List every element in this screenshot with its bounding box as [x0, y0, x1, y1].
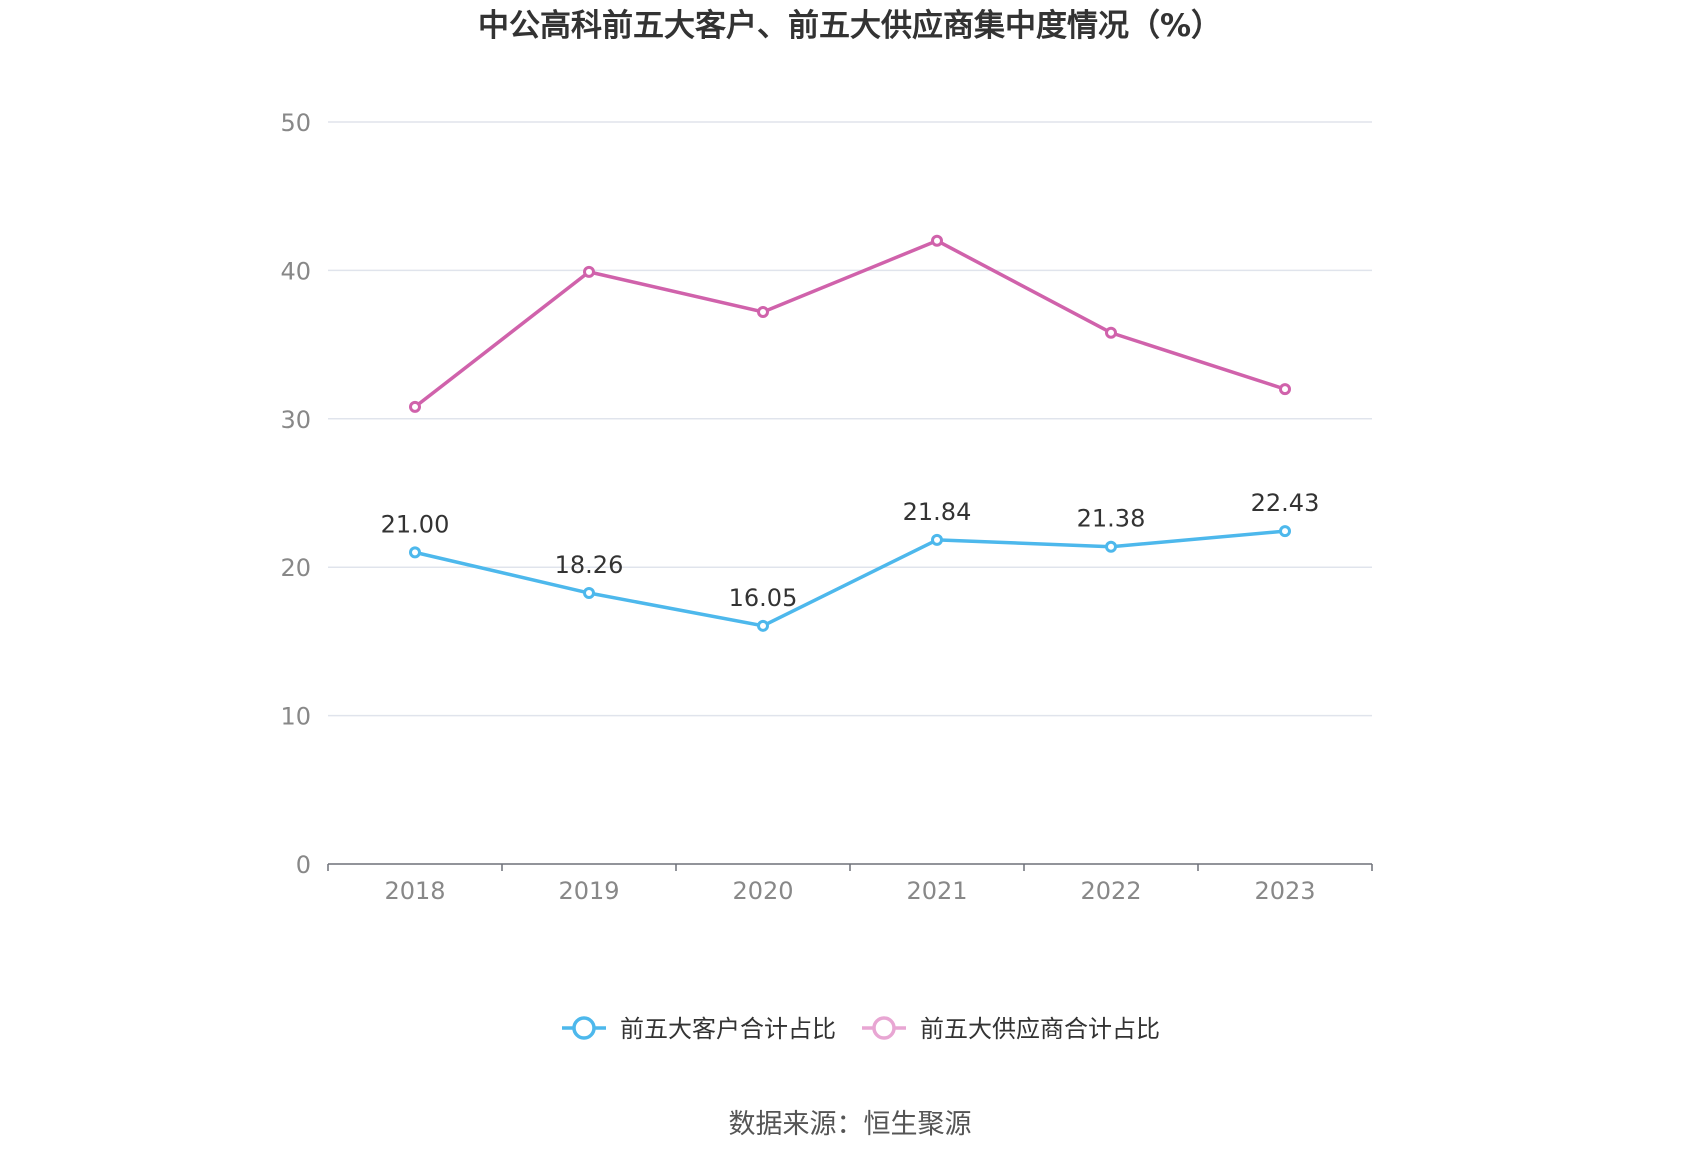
- y-axis: 0 10 20 30 40 50: [280, 109, 311, 879]
- legend-label: 前五大客户合计占比: [620, 1015, 836, 1043]
- y-tick-label: 50: [280, 109, 311, 137]
- data-label: 22.43: [1251, 489, 1320, 517]
- legend: 前五大客户合计占比 前五大供应商合计占比: [562, 1015, 1160, 1043]
- y-tick-label: 40: [280, 257, 311, 285]
- x-tick-label: 2020: [732, 877, 793, 905]
- data-point: [757, 619, 769, 632]
- y-tick-label: 20: [280, 554, 311, 582]
- x-tick-label: 2018: [384, 877, 445, 905]
- x-tick-label: 2021: [906, 877, 967, 905]
- x-axis: 2018 2019 2020 2021 2022 2023: [327, 863, 1373, 905]
- source-note: 数据来源：恒生聚源: [729, 1109, 972, 1140]
- series-line: [413, 238, 1287, 409]
- x-tick-label: 2023: [1254, 877, 1315, 905]
- grid-lines: [328, 121, 1372, 717]
- series-2: [409, 234, 1291, 413]
- data-label: 21.84: [903, 498, 972, 526]
- data-label: 18.26: [555, 551, 624, 579]
- data-point: [931, 533, 943, 546]
- data-point: [1105, 540, 1117, 553]
- data-point: [757, 305, 769, 318]
- legend-item-2[interactable]: 前五大供应商合计占比: [862, 1015, 1160, 1043]
- series-line: [413, 529, 1287, 628]
- data-point: [409, 546, 421, 559]
- x-tick-label: 2019: [558, 877, 619, 905]
- data-point: [1279, 383, 1291, 396]
- data-point: [1279, 525, 1291, 538]
- data-point: [409, 400, 421, 413]
- x-tick-label: 2022: [1080, 877, 1141, 905]
- legend-marker: [872, 1016, 896, 1040]
- data-label: 16.05: [729, 584, 798, 612]
- y-tick-label: 30: [280, 406, 311, 434]
- legend-label: 前五大供应商合计占比: [920, 1015, 1160, 1043]
- data-label: 21.00: [381, 510, 450, 538]
- data-point: [1105, 326, 1117, 339]
- y-tick-label: 10: [280, 703, 311, 731]
- legend-marker: [572, 1016, 596, 1040]
- data-label: 21.38: [1077, 505, 1146, 533]
- data-point: [583, 587, 595, 600]
- data-point: [931, 234, 943, 247]
- chart-title: 中公高科前五大客户、前五大供应商集中度情况（%）: [478, 8, 1222, 44]
- series-1: 21.00 18.26 16.05 21.84 21.38 22.43: [381, 489, 1320, 632]
- y-tick-label: 0: [296, 851, 311, 879]
- data-point: [583, 265, 595, 278]
- series-layer: 21.00 18.26 16.05 21.84 21.38 22.43: [381, 234, 1320, 632]
- legend-item-1[interactable]: 前五大客户合计占比: [562, 1015, 836, 1043]
